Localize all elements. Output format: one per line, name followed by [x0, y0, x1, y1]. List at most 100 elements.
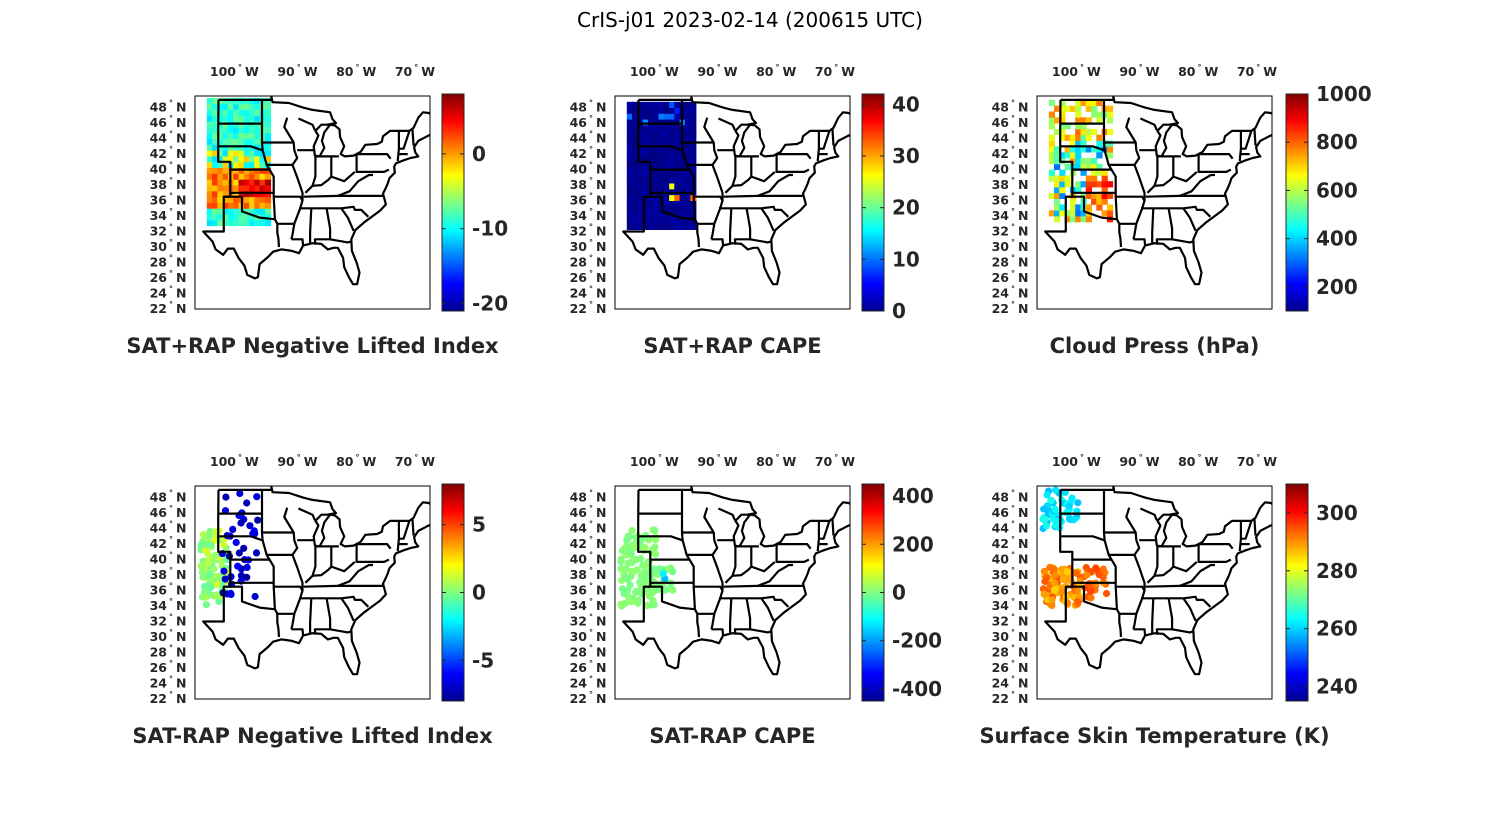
data-point	[619, 567, 628, 576]
data-cell	[637, 212, 644, 219]
state-border	[303, 584, 384, 588]
lat-hemisphere-label: N	[1018, 146, 1028, 161]
lat-hemisphere-label: N	[1018, 676, 1028, 691]
data-cell	[663, 194, 670, 201]
data-cell	[222, 161, 229, 168]
lat-hemisphere-label: N	[176, 286, 186, 301]
data-cell	[249, 132, 256, 139]
lat-hemisphere-label: N	[176, 536, 186, 551]
data-cell	[1080, 181, 1087, 188]
lat-tick-label: 34	[992, 208, 1010, 223]
data-cell	[642, 183, 649, 190]
lat-tick-label: 46	[150, 505, 168, 520]
colorbar-tick-label: 200	[1316, 275, 1358, 299]
lon-hemisphere-label: W	[363, 64, 377, 79]
data-cell	[227, 103, 235, 110]
data-cell	[1085, 181, 1092, 188]
lat-tick-label: 44	[992, 131, 1010, 146]
lat-tick-label: 30	[992, 239, 1010, 254]
map-body	[1039, 486, 1272, 676]
data-cell	[217, 150, 224, 157]
data-cell	[222, 185, 229, 192]
colorbar-tick-label: -5	[472, 648, 494, 672]
data-cell	[684, 107, 692, 114]
lon-tick-label: 70	[815, 64, 833, 79]
data-point	[1050, 579, 1059, 587]
data-cell	[1059, 111, 1066, 118]
data-cell	[653, 212, 660, 219]
data-cell	[1069, 198, 1077, 205]
data-cell	[238, 179, 245, 186]
data-point	[1065, 502, 1073, 510]
data-cell	[674, 130, 681, 138]
lat-hemisphere-label: N	[176, 239, 186, 254]
colorbar-tick-label: 0	[472, 581, 486, 605]
lat-tick-label: 36	[150, 193, 168, 208]
country-outline	[202, 486, 430, 676]
data-cell	[227, 208, 235, 215]
data-cell	[264, 190, 272, 198]
data-cell	[690, 212, 697, 219]
data-cell	[243, 138, 250, 145]
lat-tick-label: 34	[992, 598, 1010, 613]
lat-tick-label: 30	[150, 239, 168, 254]
data-point	[653, 570, 661, 579]
data-cell	[684, 159, 692, 167]
data-point	[1053, 517, 1061, 525]
data-cell	[1064, 152, 1071, 159]
data-cell	[217, 144, 224, 151]
data-cell	[264, 208, 272, 215]
map-panel: 48 ° N46 ° N44 ° N42 ° N40 ° N38 ° N36 ° N34 ° N32 ° N30 ° N…	[570, 453, 942, 748]
data-cell	[249, 219, 256, 227]
data-cell	[1091, 111, 1098, 118]
data-cell	[222, 202, 229, 209]
data-cell	[264, 150, 272, 157]
state-border	[719, 205, 790, 218]
data-cell	[1091, 99, 1098, 107]
data-cell	[690, 165, 697, 172]
degree-mark: °	[169, 300, 173, 309]
state-border	[224, 195, 275, 221]
lat-hemisphere-label: N	[1018, 598, 1028, 613]
data-cell	[254, 190, 261, 198]
lat-tick-label: 48	[992, 490, 1009, 505]
data-cell	[217, 179, 224, 186]
degree-mark: °	[169, 659, 173, 668]
lat-hemisphere-label: N	[596, 286, 606, 301]
lon-hemisphere-label: W	[421, 64, 435, 79]
data-cell	[637, 159, 644, 167]
data-cell	[674, 218, 681, 225]
degree-mark: °	[589, 504, 593, 513]
data-cell	[1096, 140, 1103, 147]
map-body	[1044, 96, 1272, 286]
lon-tick-label: 80	[336, 64, 354, 79]
lat-hemisphere-label: N	[1018, 691, 1028, 706]
data-cell	[1064, 105, 1071, 112]
data-cell	[642, 200, 649, 207]
data-point	[1050, 565, 1058, 573]
degree-mark: °	[1139, 63, 1143, 72]
state-border	[224, 585, 275, 611]
colorbar-tick-label: 0	[892, 299, 906, 323]
data-cell	[206, 132, 213, 139]
lat-hemisphere-label: N	[176, 552, 186, 567]
data-cell	[238, 144, 245, 151]
lat-tick-label: 30	[992, 629, 1010, 644]
lon-hemisphere-label: W	[1146, 64, 1160, 79]
data-cell	[243, 190, 250, 198]
data-point	[1047, 496, 1056, 505]
data-cell	[259, 179, 266, 186]
data-cell	[684, 177, 692, 184]
data-cell	[1059, 187, 1066, 194]
data-cell	[1106, 128, 1114, 136]
data-cell	[206, 121, 213, 128]
data-cell	[674, 200, 681, 207]
data-cell	[264, 109, 272, 116]
colorbar	[441, 93, 465, 312]
lat-hemisphere-label: N	[176, 660, 186, 675]
panel-title: SAT+RAP CAPE	[643, 334, 821, 358]
data-cell	[206, 208, 213, 215]
state-border	[1141, 205, 1212, 218]
data-cell	[249, 202, 256, 209]
data-cell	[637, 148, 644, 155]
